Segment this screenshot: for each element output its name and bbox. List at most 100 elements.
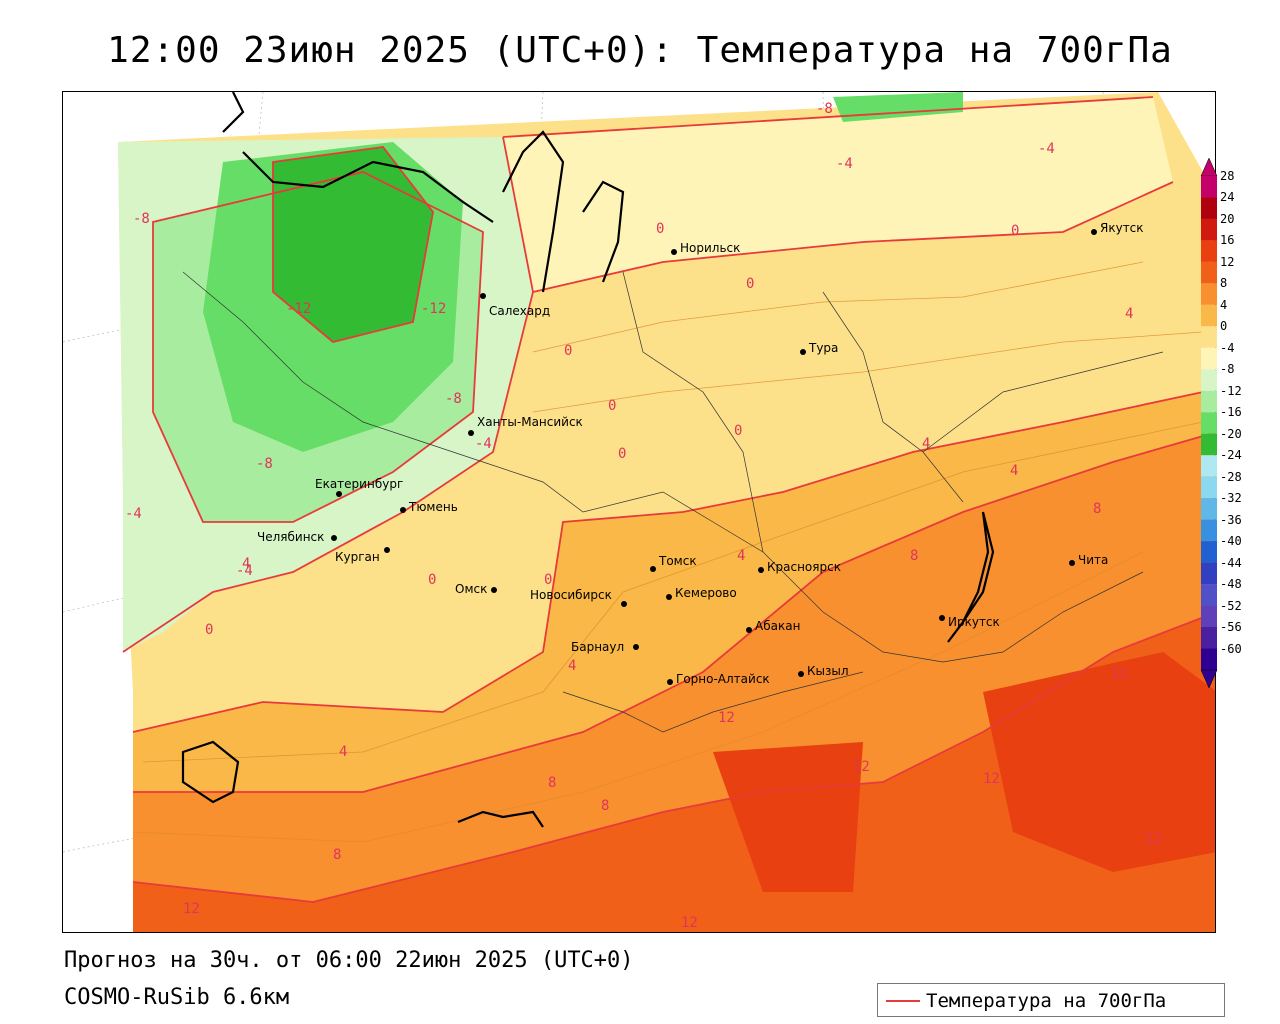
city-label: Екатеринбург bbox=[315, 477, 403, 491]
city-omsk: Омск bbox=[455, 582, 497, 596]
contour-label: -4 bbox=[836, 156, 853, 172]
colorbar-cell bbox=[1201, 326, 1217, 348]
city-salekhard: Салехард bbox=[480, 293, 550, 318]
city-tomsk: Томск bbox=[650, 554, 697, 572]
colorbar-cell bbox=[1201, 476, 1217, 499]
colorbar-tick: -36 bbox=[1220, 512, 1242, 527]
contour-label: 12 bbox=[853, 759, 870, 775]
city-label: Томск bbox=[658, 554, 697, 568]
colorbar-tick: -44 bbox=[1220, 555, 1242, 570]
colorbar-cell bbox=[1201, 562, 1217, 585]
city-label: Челябинск bbox=[257, 530, 324, 544]
colorbar: 28 24 20 16 12 8 4 0 -4 -8 -12 -16 -20 -24 -28 -32 -36 -4… bbox=[1200, 158, 1270, 688]
legend: Температура на 700гПа bbox=[877, 983, 1225, 1017]
map-title: 12:00 23июн 2025 (UTC+0): Температура на… bbox=[107, 30, 1173, 71]
colorbar-tick: -28 bbox=[1220, 469, 1242, 484]
model-name: COSMO-RuSib 6.6км bbox=[64, 985, 290, 1010]
city-label: Тура bbox=[808, 341, 838, 355]
colorbar-tick: -48 bbox=[1220, 577, 1242, 592]
contour-label: 0 bbox=[746, 276, 754, 292]
contour-label: 0 bbox=[1011, 223, 1019, 239]
contour-label: -12 bbox=[421, 301, 446, 317]
colorbar-tick: -8 bbox=[1220, 362, 1235, 377]
city-abakan: Абакан bbox=[746, 619, 800, 633]
temperature-map: Норильск Якутск Салехард Тура Ханты-Манс… bbox=[63, 92, 1215, 932]
colorbar-cell bbox=[1201, 369, 1217, 391]
colorbar-tick: -24 bbox=[1220, 448, 1242, 463]
city-label: Салехард bbox=[489, 304, 550, 318]
contour-label: 12 bbox=[1111, 666, 1128, 682]
contour-label: 4 bbox=[568, 658, 576, 674]
contour-label: -4 bbox=[236, 563, 253, 579]
contour-label: 4 bbox=[242, 556, 250, 572]
city-khanty-mansiysk: Ханты-Мансийск bbox=[468, 415, 583, 436]
city-barnaul: Барнаул bbox=[571, 640, 639, 654]
colorbar-tick: -20 bbox=[1220, 426, 1242, 441]
contour-label: -8 bbox=[256, 456, 273, 472]
colorbar-tick: -16 bbox=[1220, 405, 1242, 420]
city-chelyabinsk: Челябинск bbox=[257, 530, 337, 544]
contour-label: -4 bbox=[1038, 141, 1055, 157]
contour-label: 0 bbox=[205, 622, 213, 638]
contour-label: 0 bbox=[656, 221, 664, 237]
colorbar-cell bbox=[1201, 648, 1217, 670]
colorbar-cell bbox=[1201, 218, 1217, 241]
contour-label: 0 bbox=[618, 446, 626, 462]
contour-label: 12 bbox=[983, 771, 1000, 787]
colorbar-tick: 8 bbox=[1220, 276, 1228, 291]
contour-label: 8 bbox=[910, 548, 918, 564]
colorbar-cell bbox=[1201, 455, 1217, 477]
contour-label: 4 bbox=[1125, 306, 1133, 322]
city-markers: Норильск Якутск Салехард Тура Ханты-Манс… bbox=[257, 221, 1144, 686]
colorbar-tick: 16 bbox=[1220, 233, 1235, 248]
city-tyumen: Тюмень bbox=[400, 500, 458, 514]
colorbar-cell bbox=[1201, 304, 1217, 327]
colorbar-tick: -4 bbox=[1220, 340, 1235, 355]
contour-label: 0 bbox=[544, 572, 552, 588]
colorbar-tick: -40 bbox=[1220, 534, 1242, 549]
colorbar-cell bbox=[1201, 412, 1217, 434]
city-label: Кемерово bbox=[675, 586, 737, 600]
contour-label: 0 bbox=[428, 572, 436, 588]
contour-label: 0 bbox=[734, 423, 742, 439]
city-label: Абакан bbox=[755, 619, 800, 633]
colorbar-tick: 4 bbox=[1220, 297, 1228, 312]
city-label: Барнаул bbox=[571, 640, 624, 654]
contour-label: -4 bbox=[475, 436, 492, 452]
colorbar-cell bbox=[1201, 605, 1217, 628]
contour-label: -12 bbox=[286, 301, 311, 317]
contour-label: 4 bbox=[922, 436, 930, 452]
colorbar-tick: -60 bbox=[1220, 641, 1242, 656]
colorbar-tick: 28 bbox=[1220, 169, 1235, 183]
contour-label: 12 bbox=[718, 710, 735, 726]
contour-label: 8 bbox=[1093, 501, 1101, 517]
city-label: Норильск bbox=[680, 241, 740, 255]
contour-labels: -8 -12 -12 -8 -8 -4 -4 -4 -4 0 0 0 0 0 0… bbox=[125, 101, 1162, 931]
colorbar-tick: -12 bbox=[1220, 383, 1242, 398]
contour-label: 0 bbox=[564, 343, 572, 359]
contour-label: 4 bbox=[737, 548, 745, 564]
colorbar-cell bbox=[1201, 498, 1217, 520]
colorbar-cell bbox=[1201, 347, 1217, 370]
colorbar-cell bbox=[1201, 541, 1217, 563]
colorbar-cell bbox=[1201, 261, 1217, 284]
city-kemerovo: Кемерово bbox=[666, 586, 737, 600]
city-tura: Тура bbox=[800, 341, 838, 355]
contour-label: -8 bbox=[816, 101, 833, 117]
colorbar-cell bbox=[1201, 627, 1217, 649]
forecast-info: Прогноз на 30ч. от 06:00 22июн 2025 (UTC… bbox=[64, 948, 634, 973]
contour-label: 12 bbox=[1145, 831, 1162, 847]
map-frame: Норильск Якутск Салехард Тура Ханты-Манс… bbox=[62, 91, 1216, 933]
colorbar-tick: 0 bbox=[1220, 319, 1228, 334]
city-label: Горно-Алтайск bbox=[676, 672, 770, 686]
city-novosibirsk: Новосибирск bbox=[530, 588, 627, 607]
contour-label: 12 bbox=[681, 915, 698, 931]
contour-label: -8 bbox=[133, 211, 150, 227]
contour-label: 8 bbox=[601, 798, 609, 814]
colorbar-cell bbox=[1201, 283, 1217, 305]
legend-label: Температура на 700гПа bbox=[926, 990, 1167, 1012]
city-label: Якутск bbox=[1100, 221, 1144, 235]
legend-line-swatch bbox=[886, 1000, 920, 1002]
colorbar-cell bbox=[1201, 197, 1217, 219]
city-label: Ханты-Мансийск bbox=[477, 415, 583, 429]
